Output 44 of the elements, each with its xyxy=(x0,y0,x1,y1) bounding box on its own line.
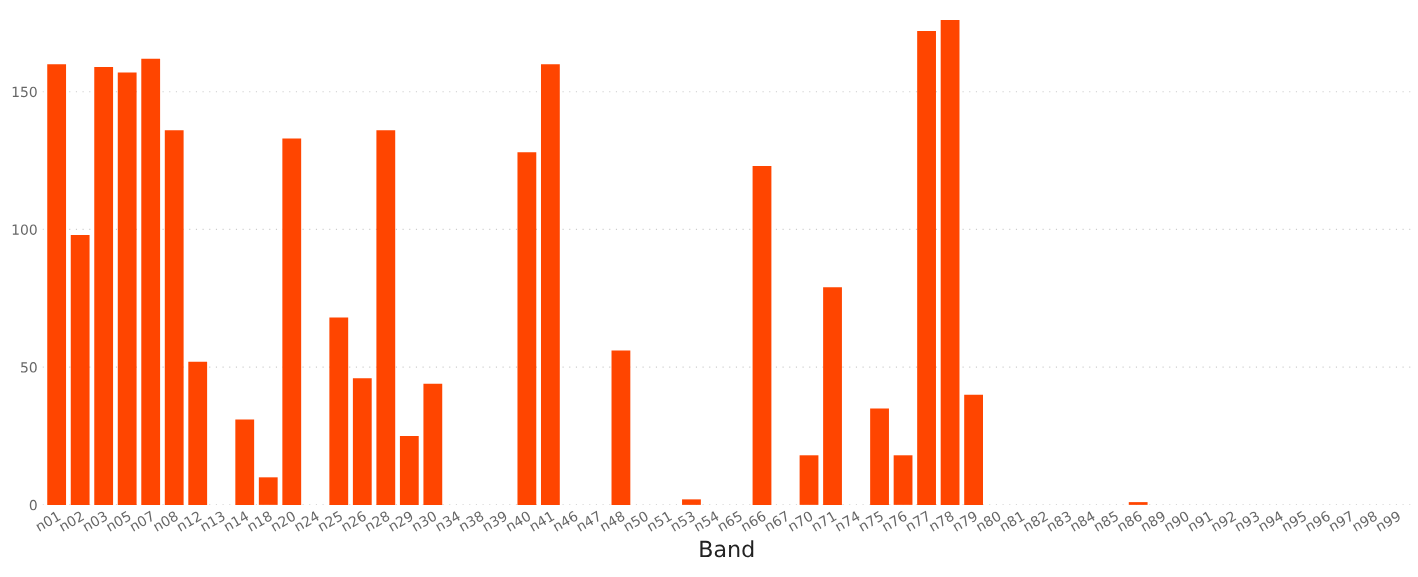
bar xyxy=(282,138,302,505)
bar xyxy=(893,455,913,505)
bar xyxy=(164,130,184,505)
x-tick-label: n46 xyxy=(552,510,579,532)
x-tick-label: n12 xyxy=(176,510,202,532)
bar xyxy=(188,361,208,505)
x-tick-label: n01 xyxy=(34,510,61,532)
bar xyxy=(423,383,443,505)
x-tick-label: n91 xyxy=(1187,510,1213,532)
bar xyxy=(47,64,67,505)
x-tick-label: n28 xyxy=(364,510,391,532)
y-tick-label: 100 xyxy=(12,224,37,235)
y-tick-label: 0 xyxy=(29,499,37,511)
bar xyxy=(352,378,372,505)
bar xyxy=(94,66,114,505)
bar xyxy=(917,31,936,505)
x-tick-label: n38 xyxy=(458,510,485,532)
bar xyxy=(611,350,631,505)
bar xyxy=(235,419,255,505)
bar xyxy=(141,58,161,505)
y-tick-label: 150 xyxy=(12,86,37,98)
bar xyxy=(940,20,960,505)
x-tick-label: n48 xyxy=(599,510,626,532)
bar xyxy=(399,436,419,505)
bar xyxy=(376,130,396,505)
bar xyxy=(823,287,842,505)
bar xyxy=(70,234,90,505)
x-tick-label: n78 xyxy=(928,510,955,532)
bar xyxy=(117,72,137,505)
y-tick-label: 50 xyxy=(21,362,37,373)
bar xyxy=(964,394,983,505)
bar xyxy=(517,152,537,505)
bar xyxy=(799,455,819,505)
bar xyxy=(752,166,772,505)
x-axis-title: Band xyxy=(700,540,754,558)
bar xyxy=(258,477,278,505)
x-tick-label: n99 xyxy=(1375,510,1402,532)
x-tick-label: n08 xyxy=(152,510,179,532)
bar xyxy=(682,499,701,505)
x-tick-label: n98 xyxy=(1351,510,1378,532)
bar xyxy=(329,317,349,505)
bar xyxy=(870,408,889,505)
bar xyxy=(540,64,560,505)
bar xyxy=(1128,502,1148,505)
